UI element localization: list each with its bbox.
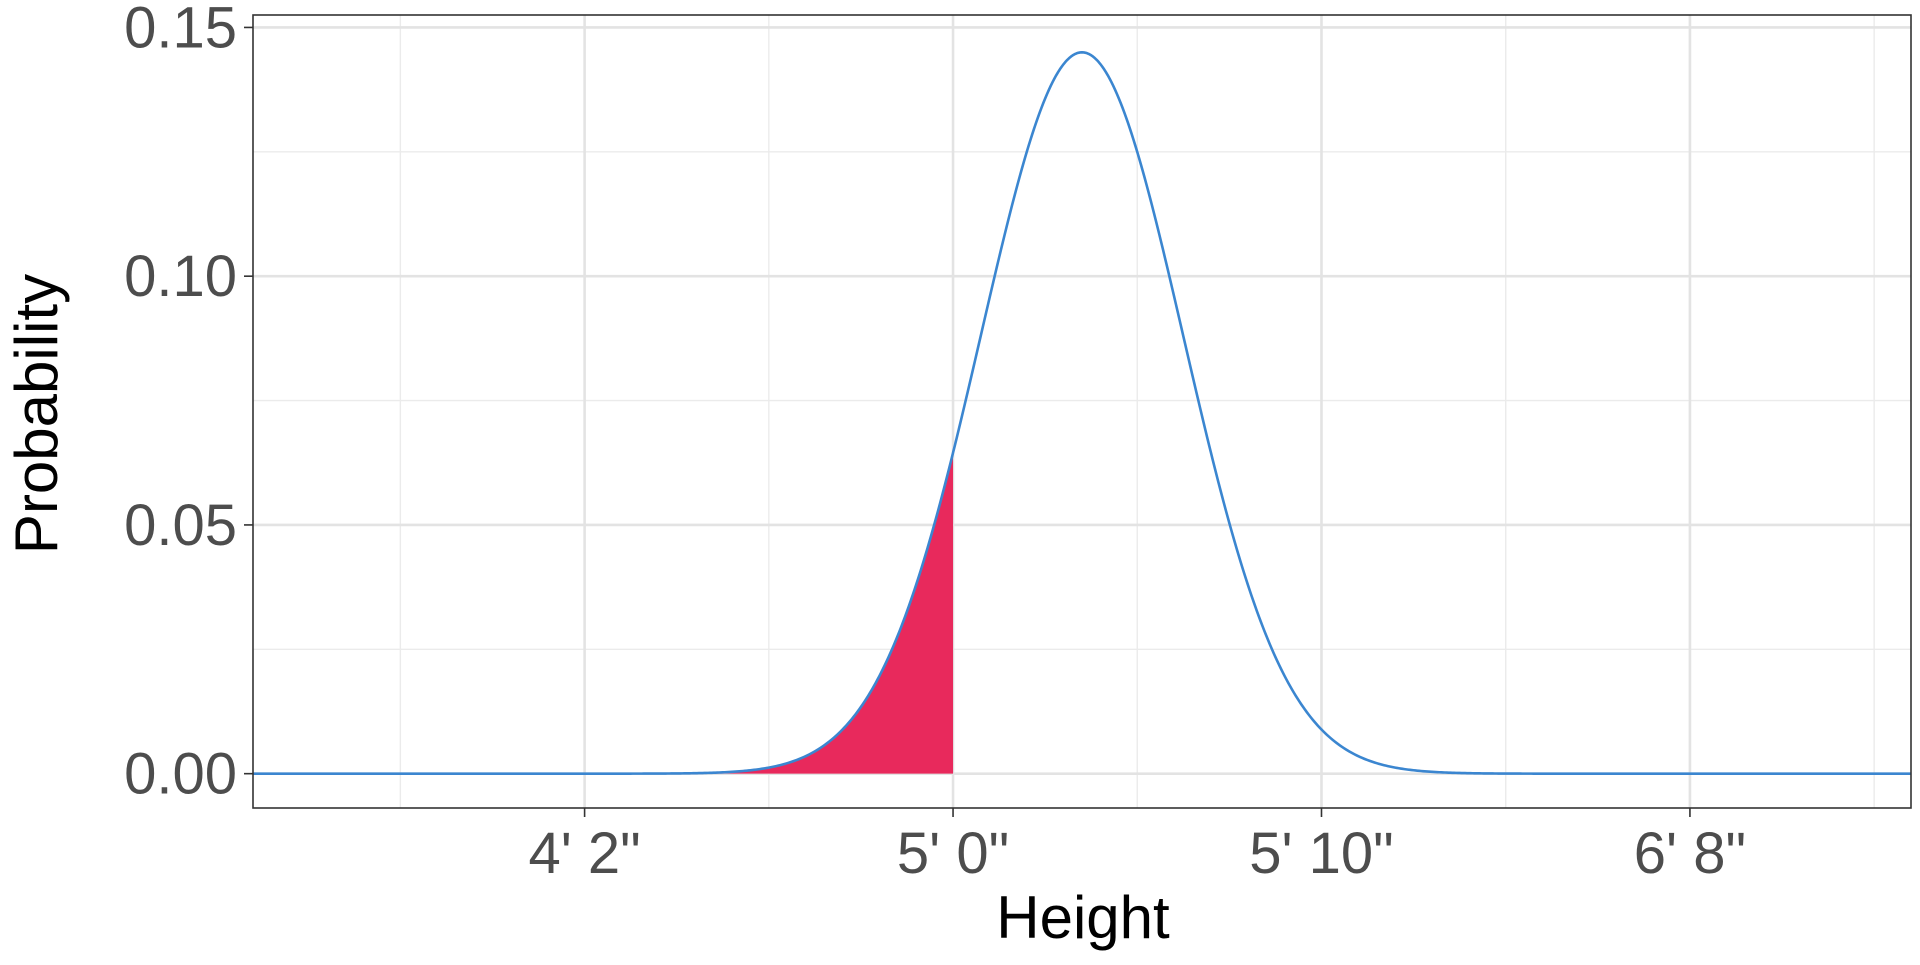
axes: 4' 2" 5' 0" 5' 10" 6' 8" 0.00 0.05 0.10 0.15 — [124, 0, 1746, 886]
y-tick-label: 0.00 — [124, 742, 237, 807]
shaded-area — [253, 452, 954, 774]
x-axis-title: Height — [996, 884, 1170, 951]
y-tick-label: 0.05 — [124, 493, 237, 558]
panel-border — [252, 14, 1912, 809]
x-tick-label: 6' 8" — [1634, 821, 1746, 886]
y-tick-label: 0.10 — [124, 244, 237, 309]
y-tick-label: 0.15 — [124, 0, 237, 60]
y-axis-title: Probability — [3, 274, 70, 554]
x-tick-label: 5' 10" — [1249, 821, 1394, 886]
plot-data — [253, 51, 1911, 775]
x-tick-label: 4' 2" — [528, 821, 640, 886]
x-tick-label: 5' 0" — [897, 821, 1009, 886]
density-line — [253, 51, 1911, 775]
